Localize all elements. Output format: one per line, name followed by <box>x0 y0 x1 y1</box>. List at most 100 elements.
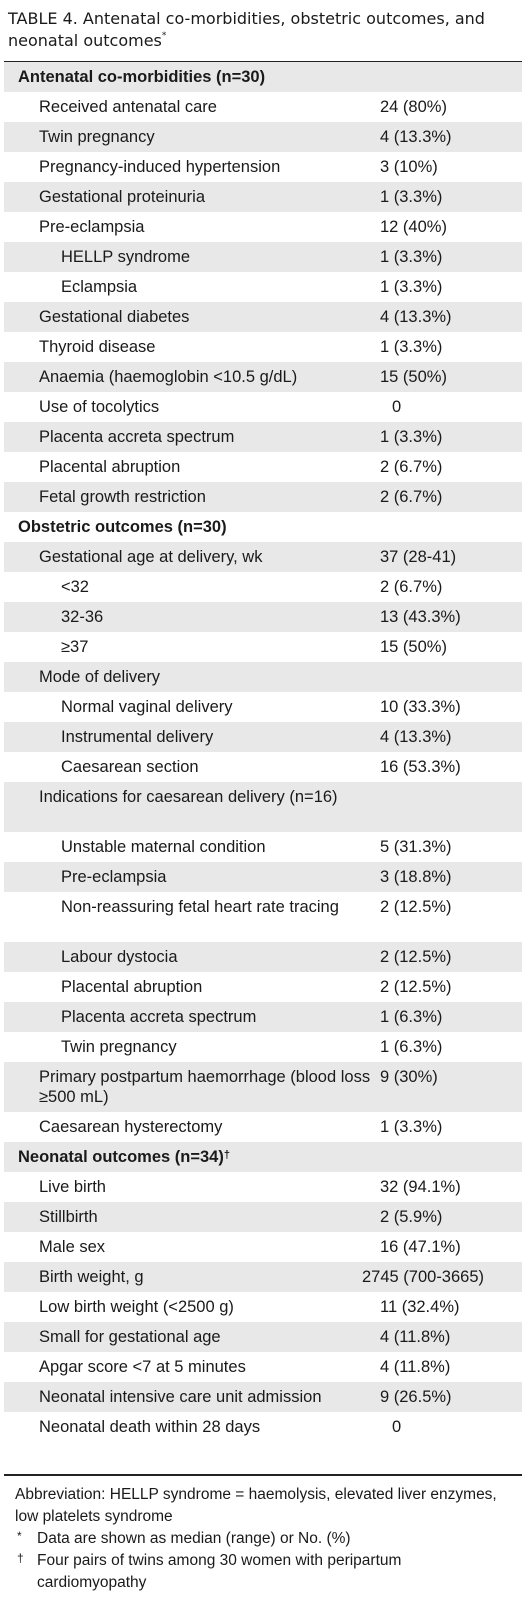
table-row: Live birth 32 (94.1%) <box>4 1172 522 1202</box>
row-label: Non-reassuring fetal heart rate tracing <box>61 898 339 916</box>
table-row: Pre-eclampsia 12 (40%) <box>4 212 522 242</box>
table-row: Male sex 16 (47.1%) <box>4 1232 522 1262</box>
table-row: Use of tocolytics 0 <box>4 392 522 422</box>
section-title: Neonatal outcomes (n=34) <box>18 1148 224 1166</box>
row-value: 1 (3.3%) <box>380 248 443 266</box>
top-rule <box>4 61 522 63</box>
table-row: Twin pregnancy 1 (6.3%) <box>4 1032 522 1062</box>
table-row: Thyroid disease 1 (3.3%) <box>4 332 522 362</box>
row-value: 16 (53.3%) <box>380 758 461 776</box>
row-value: 9 (26.5%) <box>380 1388 452 1406</box>
row-label: Received antenatal care <box>39 98 217 116</box>
table-row: Primary postpartum haemorrhage (blood lo… <box>4 1062 522 1112</box>
row-label: Pregnancy-induced hypertension <box>39 158 281 176</box>
table-row: Eclampsia 1 (3.3%) <box>4 272 522 302</box>
table-row: ≥37 15 (50%) <box>4 632 522 662</box>
table-footnotes: Abbreviation: HELLP syndrome = haemolysi… <box>15 1484 510 1594</box>
row-value: 10 (33.3%) <box>380 698 461 716</box>
footnote-mark: * <box>17 1529 22 1543</box>
row-label: Placenta accreta spectrum <box>61 1008 257 1026</box>
table-row: Apgar score <7 at 5 minutes 4 (11.8%) <box>4 1352 522 1382</box>
table-row: Caesarean section 16 (53.3%) <box>4 752 522 782</box>
row-label: Twin pregnancy <box>39 128 155 146</box>
table-row: Indications for caesarean delivery (n=16… <box>4 782 522 832</box>
row-value: 9 (30%) <box>380 1068 438 1086</box>
table-row: Pregnancy-induced hypertension 3 (10%) <box>4 152 522 182</box>
table-row: Pre-eclampsia 3 (18.8%) <box>4 862 522 892</box>
row-value: 1 (3.3%) <box>380 188 443 206</box>
caption-footnote-mark: * <box>161 31 167 41</box>
row-value: 3 (18.8%) <box>380 868 452 886</box>
row-label: Pre-eclampsia <box>61 868 167 886</box>
row-value: 4 (11.8%) <box>380 1328 451 1346</box>
row-label: Unstable maternal condition <box>61 838 266 856</box>
row-value: 2 (12.5%) <box>380 948 452 966</box>
table-row: Small for gestational age 4 (11.8%) <box>4 1322 522 1352</box>
row-value: 2 (12.5%) <box>380 898 452 916</box>
row-label: Labour dystocia <box>61 948 178 966</box>
table-row: Placental abruption 2 (12.5%) <box>4 972 522 1002</box>
row-label: Normal vaginal delivery <box>61 698 233 716</box>
row-label: Indications for caesarean delivery (n=16… <box>39 788 338 806</box>
row-value: 1 (3.3%) <box>380 338 443 356</box>
row-label: Fetal growth restriction <box>39 488 206 506</box>
row-label: <32 <box>61 578 89 596</box>
row-value: 2 (5.9%) <box>380 1208 443 1226</box>
table-row: Gestational diabetes 4 (13.3%) <box>4 302 522 332</box>
row-value: 2745 (700-3665) <box>362 1268 485 1286</box>
table-row: Instrumental delivery 4 (13.3%) <box>4 722 522 752</box>
row-value: 15 (50%) <box>380 638 447 656</box>
row-label: Apgar score <7 at 5 minutes <box>39 1358 246 1376</box>
table-row: Stillbirth 2 (5.9%) <box>4 1202 522 1232</box>
row-value: 24 (80%) <box>380 98 447 116</box>
footnote-text: Data are shown as median (range) or No. … <box>37 1530 351 1547</box>
table-row: Fetal growth restriction 2 (6.7%) <box>4 482 522 512</box>
row-value: 1 (6.3%) <box>380 1008 443 1026</box>
row-value: 1 (3.3%) <box>380 278 443 296</box>
table-row: Received antenatal care 24 (80%) <box>4 92 522 122</box>
section-title: Antenatal co-morbidities (n=30) <box>18 68 266 86</box>
row-label: Twin pregnancy <box>61 1038 177 1056</box>
row-value: 15 (50%) <box>380 368 447 386</box>
row-label: Placental abruption <box>39 458 181 476</box>
table-row: Caesarean hysterectomy 1 (3.3%) <box>4 1112 522 1142</box>
caption-text: Antenatal co-morbidities, obstetric outc… <box>8 9 485 50</box>
row-label: Placenta accreta spectrum <box>39 428 235 446</box>
row-label: Stillbirth <box>39 1208 98 1226</box>
row-label: Thyroid disease <box>39 338 156 356</box>
row-label: HELLP syndrome <box>61 248 191 266</box>
row-label: 32-36 <box>61 608 104 626</box>
table-row: Neonatal intensive care unit admission 9 … <box>4 1382 522 1412</box>
section-header: Obstetric outcomes (n=30) <box>4 512 522 542</box>
section-header: Antenatal co-morbidities (n=30) <box>4 62 522 92</box>
row-value: 1 (3.3%) <box>380 428 443 446</box>
caption-label: TABLE 4. <box>8 9 78 28</box>
row-label: Birth weight, g <box>39 1268 144 1286</box>
table-row: Labour dystocia 2 (12.5%) <box>4 942 522 972</box>
section-title: Obstetric outcomes (n=30) <box>18 518 227 536</box>
row-label: Male sex <box>39 1238 106 1256</box>
row-value: 4 (13.3%) <box>380 728 452 746</box>
footnote-1: * Data are shown as median (range) or No… <box>15 1528 510 1550</box>
row-value: 12 (40%) <box>380 218 447 236</box>
row-label: Use of tocolytics <box>39 398 160 416</box>
data-table: Antenatal co-morbidities (n=30) Received … <box>4 62 522 1442</box>
row-value: 2 (6.7%) <box>380 458 443 476</box>
table-row: Gestational proteinuria 1 (3.3%) <box>4 182 522 212</box>
row-value: 4 (11.8%) <box>380 1358 451 1376</box>
abbreviation-note: Abbreviation: HELLP syndrome = haemolysi… <box>15 1486 497 1525</box>
row-label: Neonatal intensive care unit admission <box>39 1388 322 1406</box>
table-row: Birth weight, g 2745 (700-3665) <box>4 1262 522 1292</box>
table-row: HELLP syndrome 1 (3.3%) <box>4 242 522 272</box>
row-value: 2 (12.5%) <box>380 978 452 996</box>
table-row: Twin pregnancy 4 (13.3%) <box>4 122 522 152</box>
table-row: Mode of delivery <box>4 662 522 692</box>
row-label: Gestational proteinuria <box>39 188 206 206</box>
row-label: Mode of delivery <box>39 668 161 686</box>
section-footnote-mark: † <box>223 1149 230 1161</box>
row-value: 37 (28-41) <box>380 548 457 566</box>
row-label: Neonatal death within 28 days <box>39 1418 261 1436</box>
row-value: 1 (3.3%) <box>380 1118 443 1136</box>
row-label: Eclampsia <box>61 278 138 296</box>
